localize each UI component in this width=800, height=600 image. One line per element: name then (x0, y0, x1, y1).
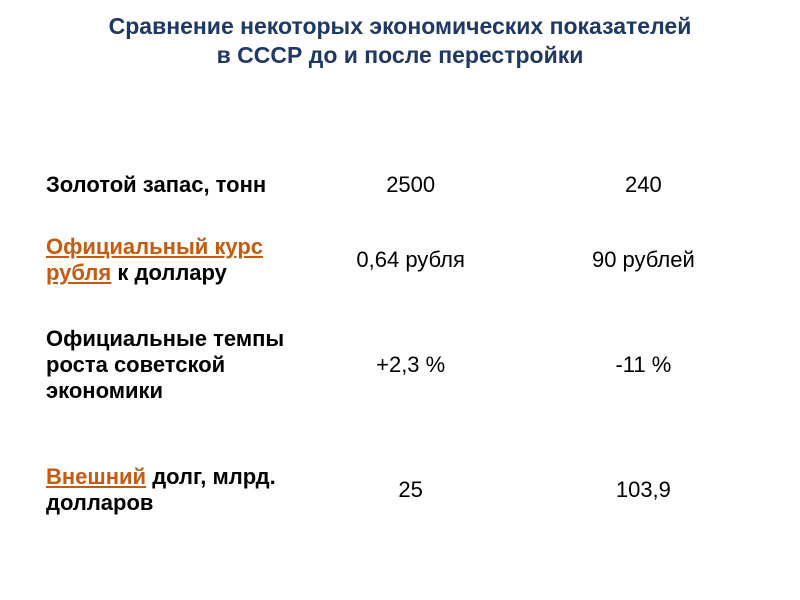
slide: Сравнение некоторых экономических показа… (0, 0, 800, 600)
value-before: 0,64 рубля (295, 225, 527, 295)
table-row: Официальные темпы роста советской эконом… (40, 295, 760, 435)
table-row: Официальный курс рубля к доллару 0,64 ру… (40, 225, 760, 295)
label-text: Официальные темпы роста советской эконом… (46, 326, 284, 403)
value-before: +2,3 % (295, 295, 527, 435)
value-before: 2500 (295, 145, 527, 225)
label-text: Золотой запас, тонн (46, 172, 266, 197)
title-line-1: Сравнение некоторых экономических показа… (109, 13, 692, 39)
row-label: Официальный курс рубля к доллару (40, 225, 295, 295)
table-row: Внешний долг, млрд. долларов 25 103,9 (40, 435, 760, 545)
comparison-table: Золотой запас, тонн 2500 240 Официальный… (40, 145, 760, 545)
label-link: Внешний (46, 464, 146, 489)
title-line-2: в СССР до и после перестройки (217, 42, 584, 68)
table-body: Золотой запас, тонн 2500 240 Официальный… (40, 145, 760, 545)
row-label: Золотой запас, тонн (40, 145, 295, 225)
value-after: 240 (527, 145, 760, 225)
value-after: -11 % (527, 295, 760, 435)
value-before: 25 (295, 435, 527, 545)
row-label: Внешний долг, млрд. долларов (40, 435, 295, 545)
slide-title: Сравнение некоторых экономических показа… (0, 0, 800, 70)
value-after: 103,9 (527, 435, 760, 545)
label-text: к доллару (111, 260, 227, 285)
value-after: 90 рублей (527, 225, 760, 295)
table-row: Золотой запас, тонн 2500 240 (40, 145, 760, 225)
row-label: Официальные темпы роста советской эконом… (40, 295, 295, 435)
